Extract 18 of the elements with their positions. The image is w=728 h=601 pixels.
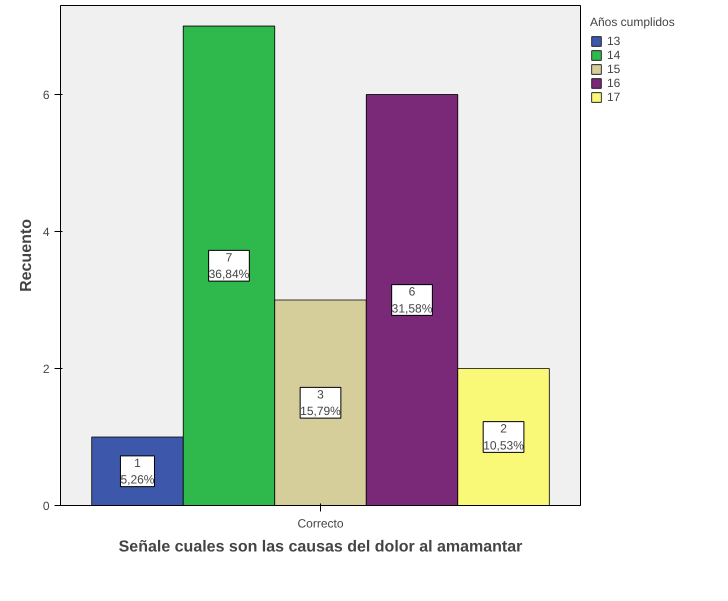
x-axis-title: Señale cuales son las causas del dolor al amamantar: [118, 538, 522, 556]
legend-label: 16: [607, 76, 622, 90]
x-tick-label: Correcto: [297, 516, 344, 530]
legend-label: 13: [607, 34, 622, 48]
data-label: 6 31,58%: [392, 284, 433, 316]
data-label: 3 15,79%: [300, 387, 342, 418]
data-label: 7 36,84%: [208, 250, 250, 282]
y-tick-label: 0: [42, 499, 50, 513]
legend-title: Años cumplidos: [590, 15, 675, 29]
legend-label: 14: [607, 48, 622, 62]
y-axis-title: Recuento: [18, 218, 35, 292]
y-tick-label: 6: [42, 88, 50, 102]
data-label: 1 5,26%: [120, 456, 155, 487]
data-label: 2 10,53%: [483, 422, 524, 452]
legend-label: 15: [607, 62, 622, 76]
y-tick-label: 2: [42, 362, 50, 376]
y-tick-label: 4: [42, 225, 50, 240]
legend-label: 17: [607, 90, 622, 104]
